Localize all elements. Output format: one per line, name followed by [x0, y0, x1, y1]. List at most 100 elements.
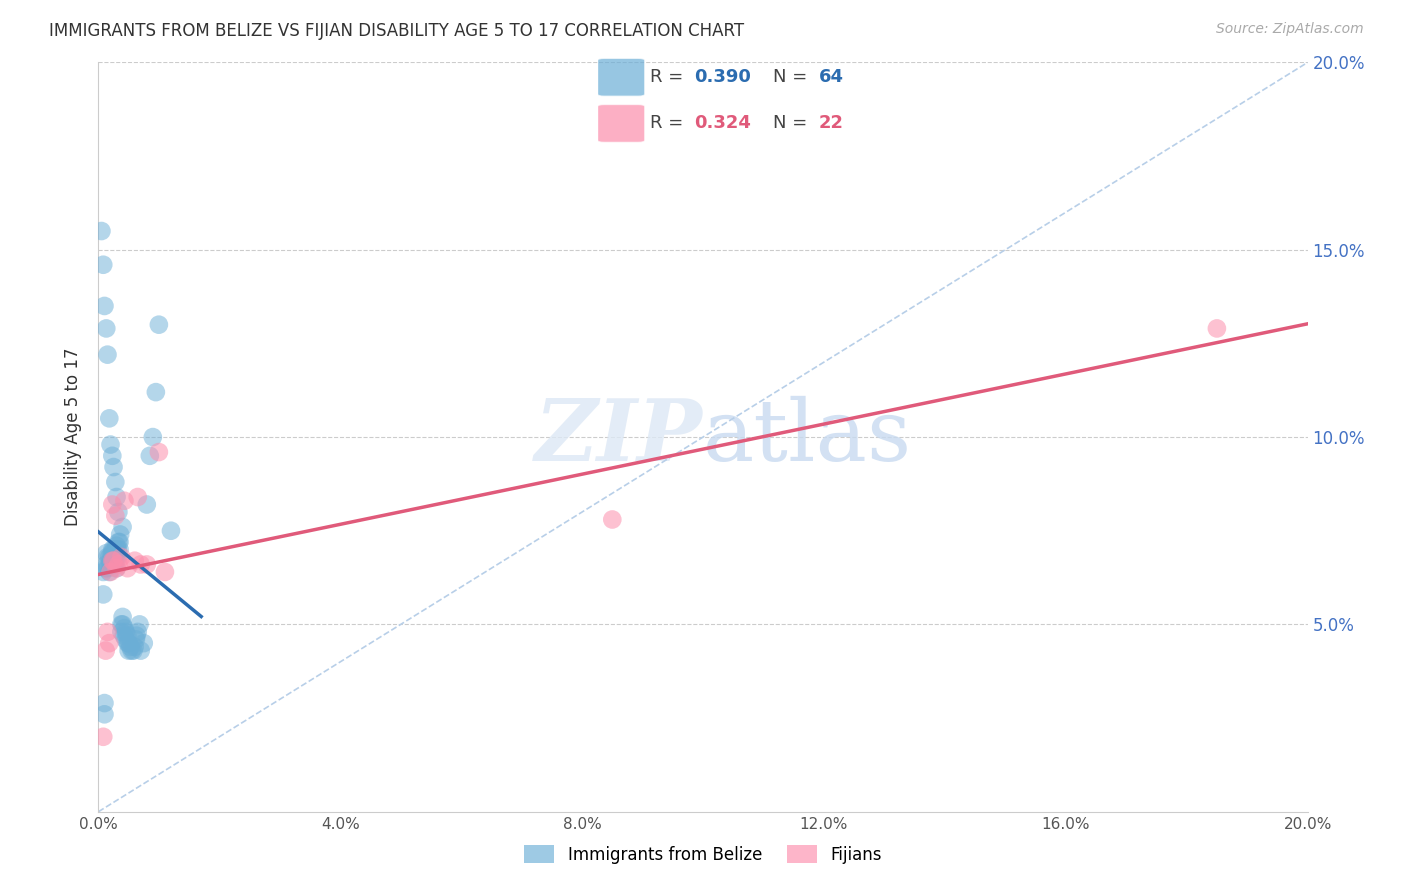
- Point: [101, 449, 124, 463]
- Point: [103, 549, 125, 564]
- Point: [127, 490, 149, 504]
- Point: [100, 558, 122, 572]
- Point: [107, 558, 129, 572]
- Point: [96, 561, 118, 575]
- Text: 64: 64: [818, 69, 844, 87]
- Point: [139, 449, 162, 463]
- Text: R =: R =: [650, 69, 689, 87]
- Point: [129, 643, 152, 657]
- Point: [135, 558, 157, 572]
- Point: [96, 546, 118, 560]
- Point: [98, 636, 121, 650]
- Point: [125, 629, 148, 643]
- Point: [91, 565, 114, 579]
- Point: [118, 636, 141, 650]
- Text: R =: R =: [650, 114, 689, 132]
- Point: [96, 558, 118, 572]
- Point: [108, 535, 131, 549]
- Point: [111, 520, 134, 534]
- Point: [98, 565, 121, 579]
- Point: [112, 629, 135, 643]
- Point: [124, 554, 146, 568]
- Text: atlas: atlas: [703, 395, 912, 479]
- Point: [103, 549, 125, 564]
- Point: [91, 258, 114, 272]
- Point: [96, 348, 118, 362]
- Point: [105, 561, 128, 575]
- Point: [160, 524, 183, 538]
- Point: [129, 558, 152, 572]
- Point: [111, 610, 134, 624]
- Point: [1206, 321, 1229, 335]
- Point: [124, 640, 146, 654]
- Point: [104, 558, 127, 572]
- Point: [107, 542, 129, 557]
- Point: [101, 558, 124, 572]
- Point: [93, 696, 115, 710]
- Point: [103, 460, 125, 475]
- Point: [100, 558, 122, 572]
- Point: [120, 640, 142, 654]
- Point: [103, 558, 125, 572]
- Point: [101, 498, 124, 512]
- Point: [114, 632, 136, 647]
- Point: [90, 224, 112, 238]
- Point: [121, 643, 143, 657]
- Point: [112, 621, 135, 635]
- Point: [132, 636, 155, 650]
- Point: [108, 527, 131, 541]
- Point: [94, 561, 117, 575]
- Point: [142, 430, 165, 444]
- Point: [98, 411, 121, 425]
- FancyBboxPatch shape: [598, 104, 645, 143]
- Point: [122, 643, 145, 657]
- Point: [148, 445, 170, 459]
- Point: [100, 546, 122, 560]
- Text: ZIP: ZIP: [536, 395, 703, 479]
- Text: 0.390: 0.390: [693, 69, 751, 87]
- Text: N =: N =: [773, 69, 813, 87]
- Point: [104, 546, 127, 560]
- Point: [104, 549, 127, 564]
- Point: [112, 493, 135, 508]
- Text: IMMIGRANTS FROM BELIZE VS FIJIAN DISABILITY AGE 5 TO 17 CORRELATION CHART: IMMIGRANTS FROM BELIZE VS FIJIAN DISABIL…: [49, 22, 744, 40]
- Point: [145, 385, 167, 400]
- Point: [118, 643, 141, 657]
- Text: Source: ZipAtlas.com: Source: ZipAtlas.com: [1216, 22, 1364, 37]
- Point: [128, 617, 150, 632]
- Point: [127, 624, 149, 639]
- Point: [108, 542, 131, 557]
- Point: [91, 730, 114, 744]
- Point: [101, 554, 124, 568]
- FancyBboxPatch shape: [598, 58, 645, 96]
- Point: [93, 707, 115, 722]
- Point: [98, 549, 121, 564]
- Point: [107, 549, 129, 564]
- Point: [117, 636, 139, 650]
- Point: [110, 617, 132, 632]
- Point: [93, 299, 115, 313]
- Point: [96, 321, 118, 335]
- Point: [105, 539, 128, 553]
- Point: [105, 490, 128, 504]
- Point: [100, 437, 122, 451]
- Point: [100, 554, 122, 568]
- Point: [117, 629, 139, 643]
- Point: [105, 549, 128, 564]
- Point: [94, 643, 117, 657]
- Point: [103, 542, 125, 557]
- Point: [96, 549, 118, 564]
- Point: [153, 565, 176, 579]
- Point: [103, 554, 125, 568]
- Point: [104, 542, 127, 557]
- Point: [107, 535, 129, 549]
- Point: [135, 498, 157, 512]
- Legend: Immigrants from Belize, Fijians: Immigrants from Belize, Fijians: [517, 838, 889, 871]
- Text: 0.324: 0.324: [693, 114, 751, 132]
- Y-axis label: Disability Age 5 to 17: Disability Age 5 to 17: [65, 348, 83, 526]
- Point: [101, 542, 124, 557]
- Point: [104, 475, 127, 489]
- Point: [148, 318, 170, 332]
- Text: 22: 22: [818, 114, 844, 132]
- Point: [103, 558, 125, 572]
